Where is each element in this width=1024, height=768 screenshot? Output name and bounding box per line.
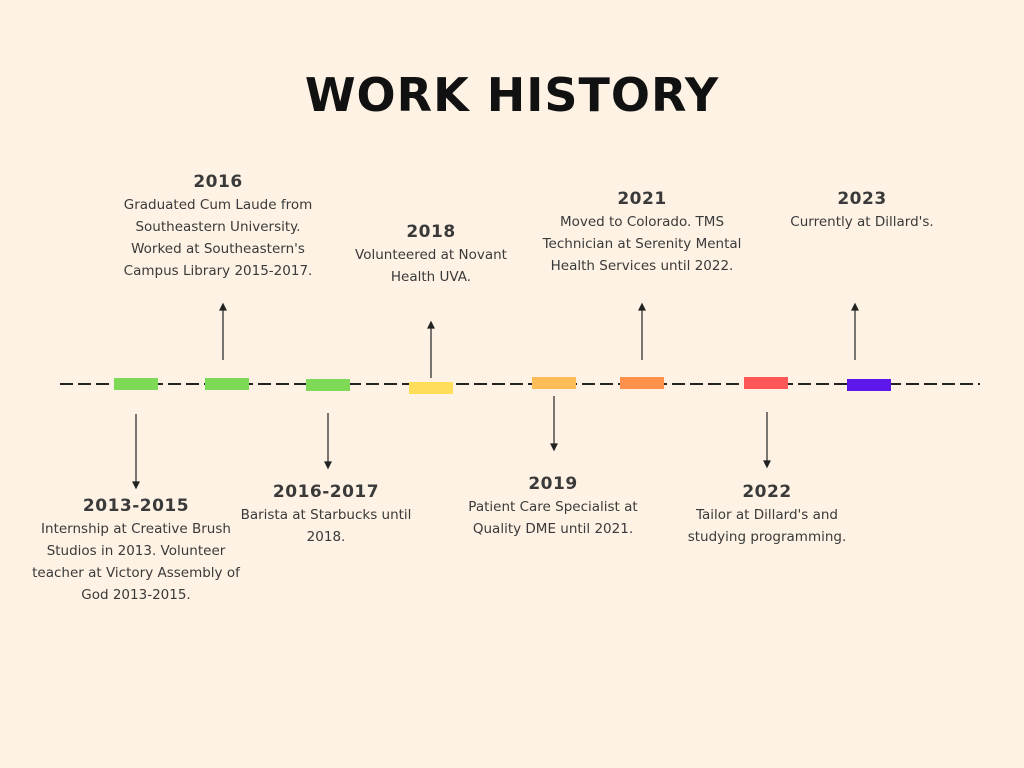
arrow-up-2016 bbox=[219, 302, 227, 360]
arrow-down-2016-2017 bbox=[324, 413, 332, 470]
event-2019: 2019 Patient Care Specialist at Quality … bbox=[458, 474, 648, 540]
timeline-marker-2018 bbox=[409, 382, 453, 394]
event-2016: 2016 Graduated Cum Laude from Southeaste… bbox=[113, 172, 323, 282]
page-title: WORK HISTORY bbox=[304, 68, 720, 122]
event-year: 2018 bbox=[406, 222, 456, 242]
event-year: 2013-2015 bbox=[82, 496, 190, 516]
event-description: Barista at Starbucks until 2018. bbox=[240, 507, 412, 545]
timeline-marker-2021 bbox=[620, 377, 664, 389]
event-description: Volunteered at Novant Health UVA. bbox=[355, 247, 507, 285]
arrow-up-2018 bbox=[427, 320, 435, 378]
timeline-marker-2016 bbox=[205, 378, 249, 390]
event-description: Graduated Cum Laude from Southeastern Un… bbox=[123, 197, 313, 279]
timeline-marker-2023 bbox=[847, 379, 891, 391]
event-year: 2021 bbox=[617, 189, 667, 209]
arrow-down-2013-2015 bbox=[132, 414, 140, 490]
event-description: Internship at Creative Brush Studios in … bbox=[32, 521, 240, 603]
timeline-marker-2019 bbox=[532, 377, 576, 389]
arrow-up-2023 bbox=[851, 302, 859, 360]
timeline-marker-2022 bbox=[744, 377, 788, 389]
timeline-marker-2013-2015 bbox=[114, 378, 158, 390]
event-year: 2016-2017 bbox=[272, 482, 380, 502]
event-description: Patient Care Specialist at Quality DME u… bbox=[468, 499, 638, 537]
event-year: 2016 bbox=[193, 172, 243, 192]
arrow-up-2021 bbox=[638, 302, 646, 360]
arrow-down-2022 bbox=[763, 412, 771, 469]
event-2023: 2023 Currently at Dillard's. bbox=[776, 189, 948, 233]
event-description: Tailor at Dillard's and studying program… bbox=[687, 507, 847, 545]
event-2013-2015: 2013-2015 Internship at Creative Brush S… bbox=[26, 496, 246, 606]
event-2016-2017: 2016-2017 Barista at Starbucks until 201… bbox=[226, 482, 426, 548]
event-year: 2023 bbox=[837, 189, 887, 209]
event-year: 2022 bbox=[742, 482, 792, 502]
event-2022: 2022 Tailor at Dillard's and studying pr… bbox=[672, 482, 862, 548]
arrow-down-2019 bbox=[550, 396, 558, 452]
event-description: Moved to Colorado. TMS Technician at Ser… bbox=[542, 214, 742, 274]
timeline-marker-2016-2017 bbox=[306, 379, 350, 391]
event-2021: 2021 Moved to Colorado. TMS Technician a… bbox=[532, 189, 752, 277]
event-description: Currently at Dillard's. bbox=[790, 214, 934, 230]
event-2018: 2018 Volunteered at Novant Health UVA. bbox=[341, 222, 521, 288]
event-year: 2019 bbox=[528, 474, 578, 494]
